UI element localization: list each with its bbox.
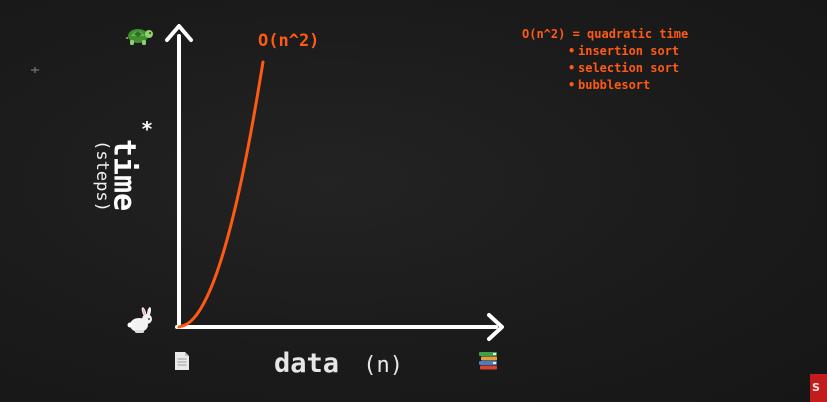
turtle-icon bbox=[125, 29, 153, 45]
legend-heading: O(n^2) = quadratic time bbox=[522, 27, 689, 41]
series-label-o-n-squared: O(n^2) bbox=[258, 31, 319, 51]
legend-item: selection sort bbox=[568, 60, 688, 77]
rabbit-icon bbox=[127, 307, 152, 333]
stacked-books-icon bbox=[479, 352, 497, 370]
x-axis-arrowhead bbox=[487, 313, 504, 341]
series-line-o-n-squared bbox=[177, 60, 265, 329]
channel-badge: S bbox=[810, 374, 827, 402]
legend-item: bubblesort bbox=[568, 77, 688, 94]
cursor-crosshair-icon bbox=[31, 67, 39, 73]
y-axis-label-asterisk: * bbox=[141, 117, 153, 141]
y-axis-label: time bbox=[107, 139, 142, 211]
legend-list: insertion sort selection sort bubblesort bbox=[522, 43, 688, 94]
y-axis-arrowhead bbox=[165, 24, 193, 42]
x-axis-label-main: data bbox=[274, 348, 339, 379]
y-axis-label-unit: (steps) bbox=[92, 140, 112, 212]
x-axis-label-unit: (n) bbox=[363, 353, 403, 378]
complexity-legend: O(n^2) = quadratic time insertion sort s… bbox=[522, 26, 688, 94]
single-page-icon bbox=[175, 352, 189, 370]
legend-item: insertion sort bbox=[568, 43, 688, 60]
x-axis-label: data (n) bbox=[274, 348, 403, 379]
